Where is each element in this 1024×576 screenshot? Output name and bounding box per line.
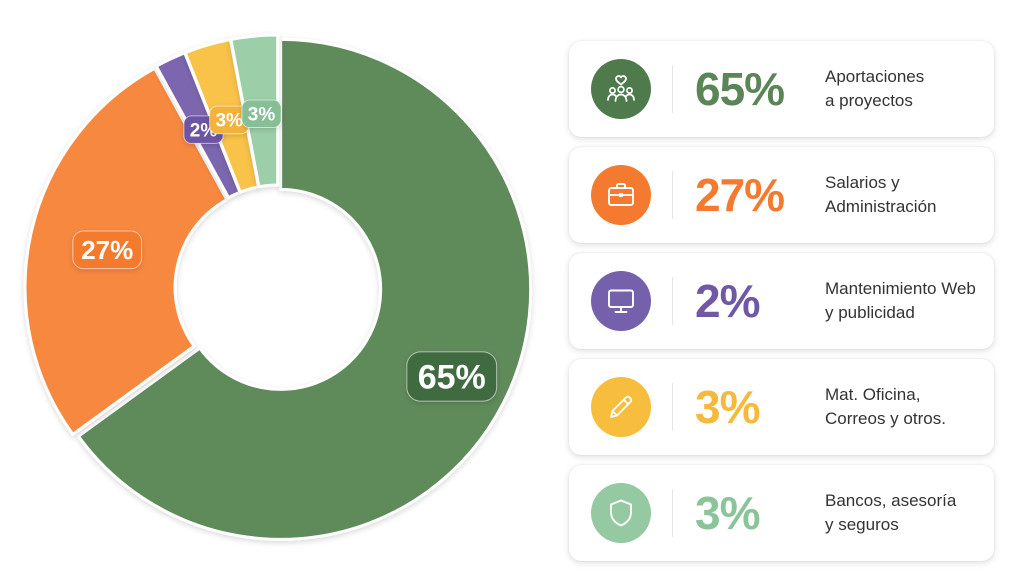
slice-label-text: 65% <box>418 358 486 396</box>
legend-card-aportaciones: 65% Aportaciones a proyectos <box>569 41 994 137</box>
legend-description-line2: Administración <box>825 197 937 216</box>
legend-card-mantenimiento: 2% Mantenimiento Web y publicidad <box>569 253 994 349</box>
slice-label-badge <box>406 351 498 402</box>
legend-card-oficina: 3% Mat. Oficina, Correos y otros. <box>569 359 994 455</box>
legend-description-line2: Correos y otros. <box>825 409 946 428</box>
legend-icon-circle <box>591 271 651 331</box>
legend-icon-circle <box>591 165 651 225</box>
legend-icon-circle <box>591 59 651 119</box>
legend-divider <box>672 489 673 537</box>
slice-label-text: 3% <box>215 111 243 132</box>
shield-icon <box>610 499 632 527</box>
donut-slice-1 <box>76 37 533 541</box>
slice-label-4: 3% <box>209 105 250 135</box>
legend-divider <box>672 383 673 431</box>
monitor-icon <box>608 289 634 313</box>
briefcase-icon <box>608 183 634 206</box>
legend-description: Aportaciones a proyectos <box>825 41 991 137</box>
legend-description-line1: Salarios y <box>825 173 900 192</box>
legend-card-salarios: 27% Salarios y Administración <box>569 147 994 243</box>
legend-description-line2: y publicidad <box>825 303 915 322</box>
legend-percent: 3% <box>695 381 760 433</box>
legend-divider <box>672 277 673 325</box>
donut-chart: 65% 27% 2% 3% 3% <box>20 33 540 541</box>
slice-label-2: 27% <box>72 230 143 270</box>
legend-icon-circle <box>591 483 651 543</box>
legend-divider <box>672 65 673 113</box>
legend-description: Salarios y Administración <box>825 147 991 243</box>
legend-description-line1: Bancos, asesoría <box>825 491 957 510</box>
legend-description-line1: Mantenimiento Web <box>825 279 976 298</box>
pencil-icon <box>610 395 633 418</box>
legend-description: Mat. Oficina, Correos y otros. <box>825 359 991 455</box>
people-heart-icon <box>607 75 635 102</box>
legend: 65% Aportaciones a proyectos 27% Salario… <box>569 41 994 571</box>
slice-label-text: 27% <box>81 235 133 265</box>
slice-label-5: 3% <box>241 99 282 129</box>
legend-divider <box>672 171 673 219</box>
legend-description-line1: Aportaciones <box>825 67 925 86</box>
legend-description-line2: y seguros <box>825 515 899 534</box>
legend-description-line1: Mat. Oficina, <box>825 385 921 404</box>
legend-description: Mantenimiento Web y publicidad <box>825 253 991 349</box>
legend-percent: 3% <box>695 487 760 539</box>
legend-percent: 65% <box>695 63 785 115</box>
legend-card-bancos: 3% Bancos, asesoría y seguros <box>569 465 994 561</box>
slice-label-1: 65% <box>406 351 498 402</box>
slice-label-text: 3% <box>248 104 276 125</box>
legend-description: Bancos, asesoría y seguros <box>825 465 991 561</box>
slice-label-badge <box>72 230 143 270</box>
legend-percent: 27% <box>695 169 785 221</box>
legend-icon-circle <box>591 377 651 437</box>
legend-description-line2: a proyectos <box>825 91 913 110</box>
donut-chart-svg: 65%27%2%3% 3% <box>23 33 533 541</box>
slice-label-badge <box>241 99 282 129</box>
legend-percent: 2% <box>695 275 760 327</box>
